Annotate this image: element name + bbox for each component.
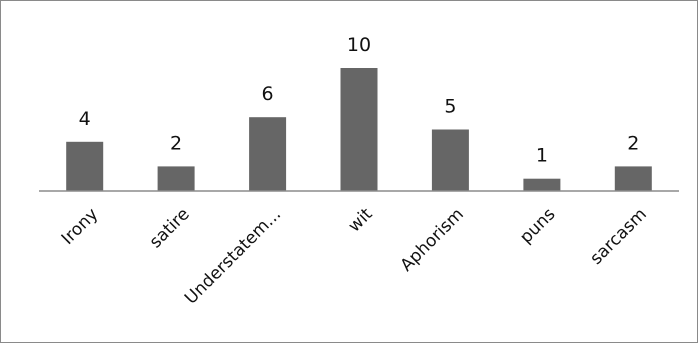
bar-0 xyxy=(66,141,104,191)
data-labels-group: 4 2 6 10 5 1 2 xyxy=(79,34,640,167)
data-label-0: 4 xyxy=(79,108,91,130)
bars-group xyxy=(66,68,652,191)
bar-2 xyxy=(249,117,287,191)
bar-4 xyxy=(431,129,469,191)
x-tick-label-1: satire xyxy=(146,204,194,252)
data-label-6: 2 xyxy=(627,132,639,154)
data-label-3: 10 xyxy=(347,34,371,56)
bar-6 xyxy=(614,166,652,191)
x-tick-label-3: wit xyxy=(345,204,377,236)
x-tick-label-5: puns xyxy=(516,204,559,247)
data-label-1: 2 xyxy=(170,132,182,154)
x-tick-label-2: Understatem... xyxy=(181,204,285,308)
x-tick-label-0: Irony xyxy=(58,204,102,248)
bar-1 xyxy=(157,166,195,191)
bar-5 xyxy=(523,178,561,191)
data-label-2: 6 xyxy=(262,83,274,105)
x-tick-label-6: sarcasm xyxy=(586,204,650,268)
data-label-5: 1 xyxy=(536,145,548,167)
bar-3 xyxy=(340,68,378,191)
x-tick-label-4: Aphorism xyxy=(397,204,468,275)
data-label-4: 5 xyxy=(444,96,456,118)
